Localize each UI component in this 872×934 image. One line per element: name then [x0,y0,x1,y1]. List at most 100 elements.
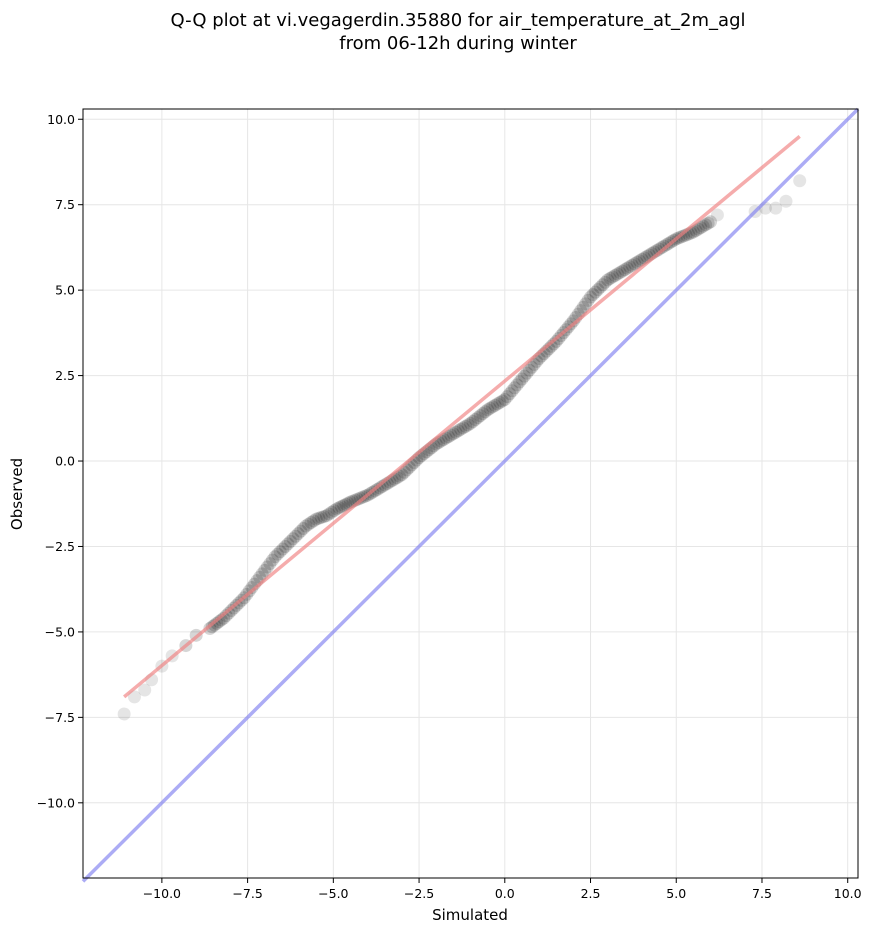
quantile-point [503,387,517,401]
quantile-point [793,174,807,188]
quantile-point [471,411,485,425]
quantile-point [205,620,219,634]
quantile-point [610,267,624,281]
quantile-point [508,381,522,395]
quantile-point [466,414,480,428]
quantile-point [603,271,617,285]
quantile-point [268,550,282,564]
quantile-point [598,275,612,289]
quantile-point [510,378,524,392]
quantile-point [566,314,580,328]
quantile-point [339,497,353,511]
quantile-point [505,384,519,398]
quantile-point [459,419,473,433]
quantile-point [439,431,453,445]
quantile-point [283,534,297,548]
chart-subtitle: from 06-12h during winter [339,33,577,54]
quantile-point [520,366,534,380]
quantile-point [696,219,710,233]
y-tick-label: 7.5 [55,197,75,212]
quantile-point [330,502,344,516]
quantile-point [449,425,463,439]
quantile-point [704,215,718,229]
x-axis-label: Simulated [432,906,508,924]
quantile-point [278,539,292,553]
x-tick-label: −5.0 [318,886,348,901]
x-tick-label: 2.5 [581,886,601,901]
quantile-point [276,542,290,556]
quantile-point [515,372,529,386]
quantile-point [307,514,321,528]
chart-title: Q-Q plot at vi.vegagerdin.35880 for air_… [171,10,746,31]
quantile-point [699,218,713,232]
quantile-point [222,606,236,620]
quantile-point [606,270,620,284]
quantile-point [337,498,351,512]
quantile-points [117,174,807,721]
quantile-point [493,395,507,409]
quantile-point [299,519,313,533]
quantile-point [210,616,224,630]
quantile-point [547,337,561,351]
quantile-point [618,263,632,277]
y-axis-label: Observed [8,458,26,530]
y-tick-label: −2.5 [45,539,75,554]
quantile-point [117,707,131,721]
quantile-point [327,504,341,518]
quantile-point [464,416,477,430]
quantile-point [633,254,647,268]
quantile-point [630,255,644,269]
identity-line [81,107,860,883]
quantile-point [296,522,310,536]
quantile-point [245,580,259,594]
y-tick-label: −7.5 [45,710,75,725]
quantile-point [334,500,348,514]
y-tick-label: −10.0 [37,795,75,810]
quantile-point [478,405,492,419]
quantile-point [325,505,339,519]
quantile-point [579,297,593,311]
quantile-point [468,413,482,427]
quantile-point [441,430,455,444]
quantile-point [265,553,279,567]
y-tick-label: 10.0 [47,112,75,127]
quantile-point [677,229,691,243]
quantile-point [655,241,669,255]
quantile-point [461,418,475,432]
quantile-point [593,280,607,294]
quantile-point [576,300,590,314]
quantile-point [258,563,272,577]
quantile-point [498,393,512,407]
quantile-point [769,201,783,215]
quantile-point [286,532,300,546]
x-axis-ticks: −10.0 −7.5 −5.0 −2.5 0.0 2.5 5.0 7.5 10.0 [143,878,862,901]
quantile-point [476,407,490,421]
grid-lines [83,109,858,878]
x-tick-label: 7.5 [752,886,772,901]
quantile-point [613,266,627,280]
quantile-point [138,683,152,697]
y-tick-label: 5.0 [55,283,75,298]
quantile-point [586,288,600,302]
x-tick-label: −7.5 [232,886,262,901]
quantile-point [314,510,328,524]
plot-frame [82,108,859,879]
quantile-point [779,194,793,208]
quantile-point [500,390,514,404]
quantile-point [373,481,387,495]
reference-lines [81,107,860,883]
x-tick-label: 0.0 [495,886,515,901]
quantile-point [301,517,315,531]
quantile-point [615,264,629,278]
quantile-point [291,527,305,541]
quantile-point [512,375,526,389]
quantile-point [395,468,409,482]
quantile-point [219,609,233,623]
quantile-point [207,618,221,632]
quantile-point [488,398,502,412]
y-tick-label: −5.0 [45,624,75,639]
quantile-point [581,293,595,307]
quantile-point [495,394,509,408]
fit-line [123,134,801,699]
quantile-point [260,560,274,574]
